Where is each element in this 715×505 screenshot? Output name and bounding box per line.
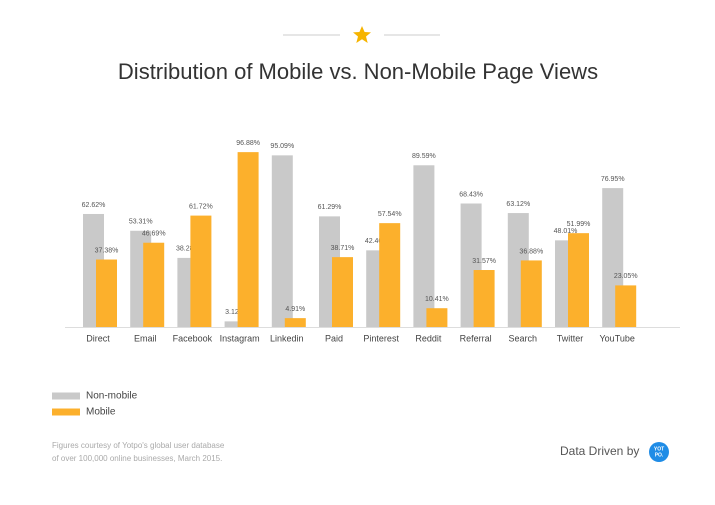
value-label: 63.12% xyxy=(506,201,530,208)
footnote: Figures courtesy of Yotpo's global user … xyxy=(52,441,225,450)
value-label: 62.62% xyxy=(82,202,106,209)
legend-label: Mobile xyxy=(86,407,116,418)
logo-text: PO. xyxy=(655,452,664,458)
footnote: of over 100,000 online businesses, March… xyxy=(52,454,222,463)
legend-swatch xyxy=(52,408,80,416)
value-label: 38.28% xyxy=(176,246,200,253)
value-label: 61.29% xyxy=(318,204,342,211)
value-label: 10.41% xyxy=(425,296,449,303)
x-tick-label: Instagram xyxy=(220,333,260,343)
bar xyxy=(284,318,306,327)
legend-swatch xyxy=(52,392,80,400)
value-label: 42.46% xyxy=(365,238,389,245)
value-label: 53.31% xyxy=(129,219,153,226)
x-tick-label: Facebook xyxy=(173,333,213,343)
x-tick-label: Linkedin xyxy=(270,333,304,343)
bar xyxy=(568,233,589,327)
value-label: 95.09% xyxy=(270,143,294,150)
bar xyxy=(190,215,212,327)
bar xyxy=(426,308,448,327)
x-tick-label: Email xyxy=(134,333,157,343)
bar xyxy=(615,285,637,327)
star-icon xyxy=(353,26,371,43)
x-tick-label: Search xyxy=(509,333,538,343)
bar xyxy=(332,257,353,327)
value-label: 36.88% xyxy=(519,248,543,255)
bar xyxy=(413,165,435,327)
value-label: 46.69% xyxy=(142,231,166,238)
bar xyxy=(96,259,117,327)
logo-text: YOT xyxy=(654,446,664,452)
x-tick-label: YouTube xyxy=(600,333,635,343)
x-tick-label: Reddit xyxy=(415,333,442,343)
value-label: 48.01% xyxy=(554,228,578,235)
value-label: 31.57% xyxy=(472,258,496,265)
bar xyxy=(520,260,542,327)
bar xyxy=(271,155,293,327)
bar xyxy=(379,223,401,327)
x-tick-label: Paid xyxy=(325,333,343,343)
value-label: 68.43% xyxy=(459,191,483,198)
bar xyxy=(143,242,165,327)
bar xyxy=(224,321,246,327)
value-label: 76.95% xyxy=(601,176,625,183)
legend-label: Non-mobile xyxy=(86,391,138,402)
value-label: 61.72% xyxy=(189,203,213,210)
x-tick-label: Twitter xyxy=(557,333,584,343)
credit: Data Driven by xyxy=(560,444,639,458)
value-label: 51.99% xyxy=(567,221,591,228)
value-label: 89.59% xyxy=(412,153,436,160)
value-label: 37.38% xyxy=(95,247,119,254)
x-tick-label: Direct xyxy=(86,333,110,343)
value-label: 38.71% xyxy=(331,245,355,252)
value-label: 3.12% xyxy=(225,309,245,316)
value-label: 23.05% xyxy=(614,273,638,280)
logo xyxy=(649,442,669,462)
chart-title: Distribution of Mobile vs. Non-Mobile Pa… xyxy=(118,59,598,84)
x-tick-label: Pinterest xyxy=(363,333,399,343)
bar xyxy=(237,152,259,327)
value-label: 57.54% xyxy=(378,211,402,218)
x-tick-label: Referral xyxy=(460,333,492,343)
value-label: 4.91% xyxy=(285,306,305,313)
value-label: 96.88% xyxy=(236,140,260,147)
bar xyxy=(473,270,495,327)
